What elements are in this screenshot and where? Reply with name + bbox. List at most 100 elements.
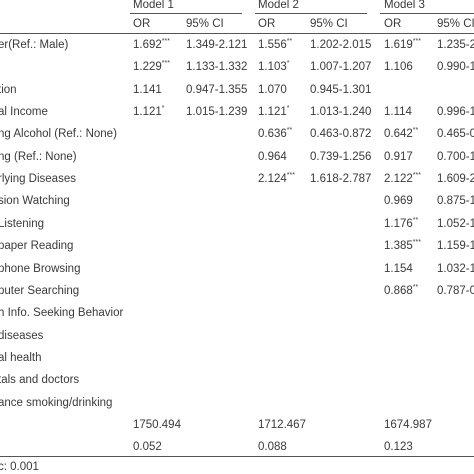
cell: 1.229***: [133, 60, 170, 74]
header-rule: [255, 13, 367, 14]
significance: ***: [161, 38, 170, 45]
cell: 0.969: [384, 194, 413, 208]
cell: 1.121*: [133, 105, 165, 119]
cell: 0.947-1.355: [186, 83, 247, 97]
cell: 0.875-1: [437, 194, 474, 208]
cell: 0.964: [258, 150, 287, 164]
cell: 0.636**: [258, 127, 292, 141]
cell-value: 1.202-2.015: [310, 39, 372, 51]
header-rule: [130, 13, 242, 14]
cell: 1.121*: [258, 105, 290, 119]
cell-value: 1.141: [133, 83, 162, 96]
cell: 0.868**: [384, 284, 418, 298]
cell: 1.556**: [258, 38, 292, 52]
cell: 0.465-0: [437, 127, 474, 141]
cell-value: 2.124: [258, 173, 287, 186]
header-rule: [380, 13, 474, 14]
cell: 1712.467: [258, 418, 306, 432]
cell: 1.618-2.787: [310, 172, 371, 186]
significance: ***: [412, 172, 421, 180]
cell: 1.692***: [133, 38, 170, 52]
cell: 1.141: [133, 83, 162, 97]
cell: 0.739-1.256: [310, 150, 371, 164]
cell-value: 1712.467: [258, 418, 306, 431]
cell-value: 1674.987: [384, 418, 432, 431]
cell-value: 0.917: [384, 150, 413, 163]
cell-value: 1.385: [384, 240, 413, 253]
model-header: Model 3: [384, 0, 425, 11]
cell: 0.917: [384, 150, 413, 164]
row-label: al health: [0, 351, 42, 364]
cell-value: 0.088: [258, 441, 287, 454]
cell-value: 1.114: [384, 106, 412, 119]
cell-value: 0.964: [258, 150, 287, 163]
footnote: c: 0.001: [0, 461, 39, 473]
cell-value: 1.103: [258, 61, 287, 74]
row-label: diseases: [0, 329, 44, 342]
cell-value: 0.875-1: [437, 195, 474, 208]
cell-value: 1.618-2.787: [310, 173, 372, 186]
cell: 1.176**: [384, 217, 418, 231]
cell: 0.052: [133, 440, 162, 454]
cell: 1.032-1: [437, 262, 474, 276]
cell-value: 1.556: [258, 39, 287, 51]
cell-value: 1.052-1: [437, 217, 474, 230]
cell: 2.122***: [384, 172, 421, 186]
row-label: ng (Ref.: None): [0, 150, 77, 163]
cell: 1.235-2.: [437, 38, 474, 52]
cell: 1.013-1.240: [310, 105, 371, 119]
cell-value: 0.700-1: [437, 150, 474, 163]
significance: **: [286, 127, 293, 135]
cell: 1.106: [384, 60, 413, 74]
cell: 1.052-1: [437, 217, 474, 231]
cell: 1.154: [384, 262, 413, 276]
cell-value: 0.465-0: [437, 128, 474, 141]
bottom-rule: [0, 456, 474, 457]
model-header: Model 2: [258, 0, 299, 11]
row-label: phone Browsing: [0, 262, 81, 275]
cell: 0.642**: [384, 127, 418, 141]
cell-value: 1.015-1.239: [186, 106, 248, 119]
significance: **: [286, 38, 293, 45]
row-label: tion: [0, 83, 17, 96]
cell: 0.787-0: [437, 284, 474, 298]
cell: 1.609-2: [437, 172, 474, 186]
cell: 1750.494: [133, 418, 181, 432]
significance: *: [286, 105, 290, 113]
cell-value: 0.463-0.872: [310, 128, 372, 141]
cell-value: 0.636: [258, 128, 287, 141]
cell-value: 1.133-1.332: [186, 61, 248, 74]
cell-value: 1.609-2: [437, 173, 474, 186]
row-label: al Income: [0, 106, 48, 119]
cell: 0.945-1.301: [310, 83, 371, 97]
significance: ***: [412, 239, 421, 247]
cell-value: 2.122: [384, 173, 413, 186]
cell: 2.124***: [258, 172, 295, 186]
cell: 0.996-1: [437, 105, 474, 119]
cell-value: 1.007-1.207: [310, 61, 372, 74]
cell-value: 0.739-1.256: [310, 150, 372, 163]
cell: 1.349-2.121: [186, 38, 247, 52]
cell: 0.123: [384, 440, 413, 454]
cell-value: 1.070: [258, 83, 287, 96]
cell: 1.133-1.332: [186, 60, 247, 74]
cell-value: 1.121: [258, 106, 287, 119]
row-label: paper Reading: [0, 240, 74, 253]
cell-value: 0.947-1.355: [186, 83, 248, 96]
cell: 1.619***: [384, 38, 421, 52]
cell: 1.070: [258, 83, 287, 97]
cell: 1.114: [384, 105, 412, 119]
cell-value: 1.154: [384, 262, 413, 275]
cell-value: 0.969: [384, 195, 413, 208]
row-label: tals and doctors: [0, 374, 80, 387]
cell-value: 1.159-1: [437, 240, 474, 253]
cell: 1674.987: [384, 418, 432, 432]
cell: 1.103*: [258, 60, 290, 74]
cell: 1.159-1: [437, 239, 474, 253]
cell: 0.463-0.872: [310, 127, 371, 141]
cell-value: 1.235-2.: [437, 39, 474, 51]
row-label: Listening: [0, 217, 45, 230]
cell: 1.015-1.239: [186, 105, 247, 119]
cell: 0.990-1.: [437, 60, 474, 74]
significance: **: [412, 283, 419, 291]
